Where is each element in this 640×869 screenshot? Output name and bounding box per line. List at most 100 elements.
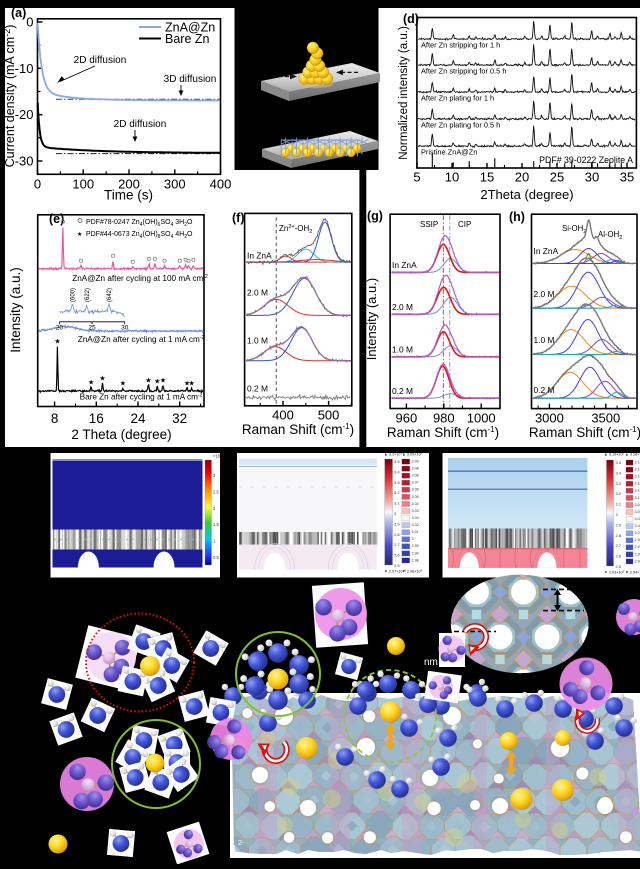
svg-text:2.99: 2.99 bbox=[635, 538, 640, 542]
svg-text:(g): (g) bbox=[367, 209, 383, 223]
svg-text:★: ★ bbox=[54, 338, 60, 346]
svg-text:1.0 M: 1.0 M bbox=[392, 345, 413, 355]
svg-text:2.94: 2.94 bbox=[635, 559, 640, 563]
svg-text:3.01: 3.01 bbox=[635, 531, 640, 535]
svg-text:2.7: 2.7 bbox=[616, 543, 622, 548]
svg-text:3.08: 3.08 bbox=[412, 474, 419, 478]
svg-text:After Zn plating for 1 h: After Zn plating for 1 h bbox=[421, 94, 494, 103]
svg-text:SSIP: SSIP bbox=[420, 220, 438, 229]
svg-text:-10: -10 bbox=[15, 61, 34, 76]
svg-text:(e): (e) bbox=[49, 212, 64, 226]
svg-text:400: 400 bbox=[210, 176, 232, 191]
svg-text:2.8: 2.8 bbox=[394, 532, 400, 537]
svg-text:In ZnA: In ZnA bbox=[534, 246, 559, 256]
svg-text:(600): (600) bbox=[70, 288, 76, 302]
svg-text:980: 980 bbox=[433, 411, 455, 426]
svg-text:2.9: 2.9 bbox=[616, 522, 622, 527]
svg-text:3.03: 3.03 bbox=[412, 509, 419, 513]
svg-text:(622): (622) bbox=[85, 288, 91, 302]
svg-text:★: ★ bbox=[120, 380, 126, 388]
svg-text:3.13: 3.13 bbox=[635, 482, 640, 486]
svg-text:0.5: 0.5 bbox=[213, 555, 219, 560]
svg-text:nm: nm bbox=[424, 657, 438, 668]
svg-text:300: 300 bbox=[164, 176, 186, 191]
svg-text:★: ★ bbox=[77, 231, 82, 238]
svg-text:3.2: 3.2 bbox=[616, 491, 622, 496]
svg-text:5: 5 bbox=[413, 170, 420, 185]
svg-text:30: 30 bbox=[585, 170, 599, 185]
svg-text:★: ★ bbox=[88, 379, 94, 387]
svg-text:0.2 M: 0.2 M bbox=[392, 386, 413, 396]
svg-text:In ZnA: In ZnA bbox=[392, 260, 417, 270]
svg-text:3.07: 3.07 bbox=[412, 481, 419, 485]
svg-text:3.02: 3.02 bbox=[635, 524, 640, 528]
svg-text:▲ 3.09×10³: ▲ 3.09×10³ bbox=[402, 453, 423, 457]
svg-text:▲ 3.18×10⁵: ▲ 3.18×10⁵ bbox=[625, 453, 640, 457]
svg-text:30: 30 bbox=[121, 325, 129, 332]
svg-text:2.0 M: 2.0 M bbox=[534, 289, 555, 299]
svg-text:-20: -20 bbox=[15, 107, 34, 122]
svg-text:Intensity (a.u.): Intensity (a.u.) bbox=[8, 267, 23, 353]
svg-text:3000: 3000 bbox=[535, 411, 564, 426]
svg-text:(a): (a) bbox=[11, 6, 26, 20]
svg-text:(f): (f) bbox=[232, 211, 245, 225]
svg-text:▼ 2.93×10⁵: ▼ 2.93×10⁵ bbox=[604, 571, 625, 575]
svg-text:2.6: 2.6 bbox=[616, 554, 622, 559]
svg-text:10: 10 bbox=[445, 170, 459, 185]
svg-text:3.08: 3.08 bbox=[412, 467, 419, 471]
svg-text:3.11: 3.11 bbox=[635, 489, 640, 493]
svg-text:2.9: 2.9 bbox=[394, 521, 400, 526]
svg-text:2.97: 2.97 bbox=[635, 545, 640, 549]
svg-text:Bare Zn: Bare Zn bbox=[165, 32, 210, 46]
svg-text:CIP: CIP bbox=[458, 220, 471, 229]
svg-text:2.95: 2.95 bbox=[635, 552, 640, 556]
svg-text:1000: 1000 bbox=[467, 411, 496, 426]
svg-text:2.7: 2.7 bbox=[394, 542, 400, 547]
svg-text:PDF# 39-0222 Zeolite A: PDF# 39-0222 Zeolite A bbox=[539, 155, 633, 165]
svg-text:★: ★ bbox=[189, 380, 195, 388]
svg-text:3.05: 3.05 bbox=[412, 495, 419, 499]
svg-text:2 Theta (degree): 2 Theta (degree) bbox=[71, 427, 171, 442]
svg-text:(642): (642) bbox=[107, 288, 113, 302]
svg-text:2.0 M: 2.0 M bbox=[247, 288, 268, 298]
svg-text:2.0 M: 2.0 M bbox=[392, 302, 413, 312]
svg-text:3.5: 3.5 bbox=[394, 459, 400, 464]
svg-text:3.3: 3.3 bbox=[394, 480, 400, 485]
svg-text:3.02: 3.02 bbox=[412, 523, 419, 527]
svg-text:3.08: 3.08 bbox=[635, 503, 640, 507]
svg-text:2.99: 2.99 bbox=[412, 544, 419, 548]
svg-text:2D diffusion: 2D diffusion bbox=[114, 119, 167, 130]
svg-text:35: 35 bbox=[620, 170, 634, 185]
svg-text:Current density (mA cm-2): Current density (mA cm-2) bbox=[2, 25, 17, 168]
svg-text:4: 4 bbox=[231, 844, 236, 854]
svg-text:2D diffusion: 2D diffusion bbox=[74, 55, 127, 66]
svg-text:Intensity (a.u.): Intensity (a.u.) bbox=[364, 278, 379, 360]
svg-text:Raman Shift (cm-1): Raman Shift (cm-1) bbox=[387, 425, 499, 440]
svg-text:3.18: 3.18 bbox=[635, 461, 640, 465]
svg-text:3.3: 3.3 bbox=[616, 481, 622, 486]
svg-text:2.98: 2.98 bbox=[412, 558, 419, 562]
svg-text:0.2 M: 0.2 M bbox=[534, 385, 555, 395]
svg-text:3.01: 3.01 bbox=[412, 530, 419, 534]
svg-text:3.4: 3.4 bbox=[616, 470, 622, 475]
svg-text:500: 500 bbox=[318, 407, 340, 422]
svg-text:Bare Zn after cycling at 1 mA: Bare Zn after cycling at 1 mA cm-2 bbox=[80, 393, 203, 402]
svg-text:After Zn plating for 0.5 h: After Zn plating for 0.5 h bbox=[421, 121, 500, 130]
svg-text:2.5: 2.5 bbox=[616, 564, 622, 569]
svg-text:8: 8 bbox=[51, 411, 59, 426]
svg-text:2.99: 2.99 bbox=[412, 551, 419, 555]
svg-text:Raman Shift (cm-1): Raman Shift (cm-1) bbox=[242, 422, 354, 437]
svg-text:100: 100 bbox=[72, 176, 94, 191]
svg-text:-30: -30 bbox=[15, 153, 34, 168]
svg-text:In ZnA: In ZnA bbox=[247, 251, 272, 261]
svg-text:ZnA@Zn after cycling at 1 mA c: ZnA@Zn after cycling at 1 mA cm-2 bbox=[78, 335, 205, 344]
svg-text:20: 20 bbox=[515, 170, 529, 185]
svg-text:0.2 M: 0.2 M bbox=[247, 384, 268, 394]
svg-text:Normalized intensity (a.u.): Normalized intensity (a.u.) bbox=[398, 26, 410, 160]
svg-text:3.2: 3.2 bbox=[394, 490, 400, 495]
svg-text:0: 0 bbox=[26, 15, 33, 30]
svg-text:24: 24 bbox=[130, 411, 146, 426]
svg-text:3.1: 3.1 bbox=[635, 496, 640, 500]
svg-text:ZnA@Zn after cycling at 100 mA: ZnA@Zn after cycling at 100 mA cm-2 bbox=[72, 274, 208, 283]
svg-text:3: 3 bbox=[412, 537, 414, 541]
